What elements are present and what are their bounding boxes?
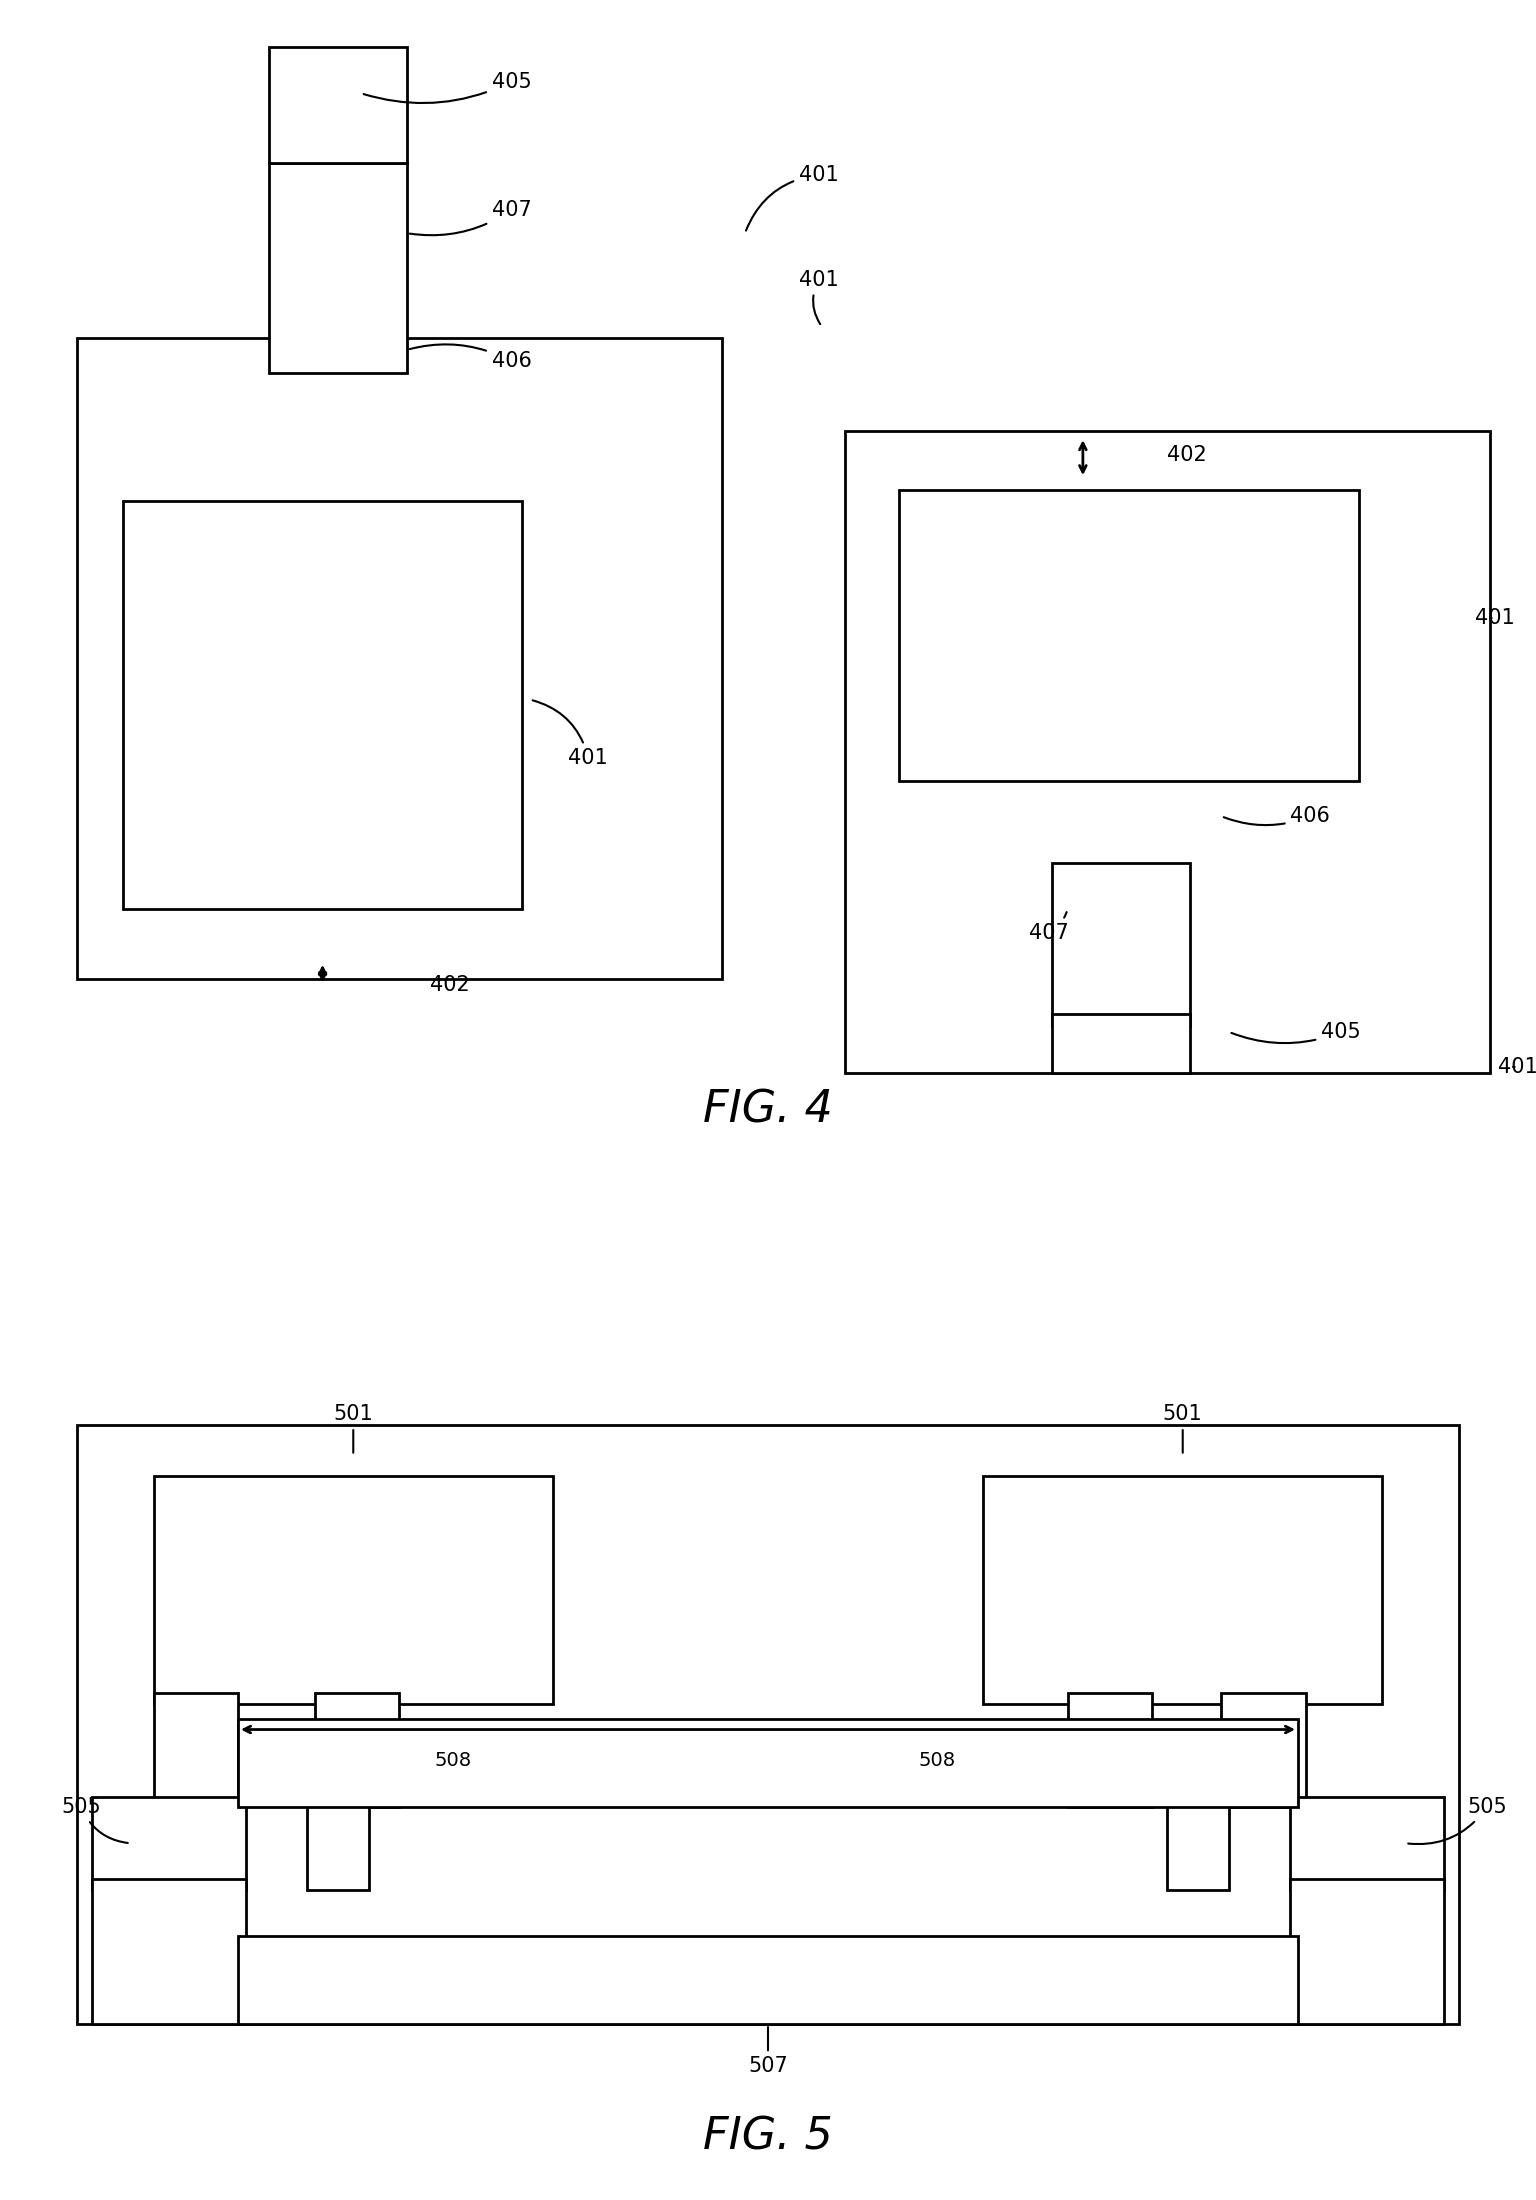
Text: 401: 401 <box>533 700 608 768</box>
Bar <box>307 1797 369 1890</box>
Bar <box>269 163 407 374</box>
Bar <box>238 1936 1298 2024</box>
Bar <box>899 491 1359 781</box>
Bar <box>1052 862 1190 1025</box>
Text: 507: 507 <box>748 2026 788 2077</box>
Bar <box>77 339 722 979</box>
Text: 401: 401 <box>1475 607 1514 627</box>
Text: 401: 401 <box>1498 1056 1536 1076</box>
Bar <box>983 1476 1382 1703</box>
Bar <box>1221 1694 1306 1806</box>
Text: 407: 407 <box>410 200 531 235</box>
Bar <box>154 1694 238 1806</box>
Text: 505: 505 <box>1409 1797 1507 1844</box>
Bar <box>1068 1694 1152 1806</box>
Text: 402: 402 <box>430 975 470 994</box>
Text: FIG. 4: FIG. 4 <box>703 1089 833 1131</box>
Text: 501: 501 <box>333 1404 373 1452</box>
Bar <box>238 1718 1298 1806</box>
Text: 407: 407 <box>1029 913 1069 944</box>
Bar <box>123 502 522 909</box>
Bar <box>1167 1797 1229 1890</box>
Bar <box>92 1797 246 1890</box>
Text: 401: 401 <box>799 271 839 323</box>
Text: 406: 406 <box>1224 805 1330 827</box>
Text: 405: 405 <box>364 73 531 103</box>
Bar <box>1290 1797 1444 1890</box>
Bar <box>269 46 407 163</box>
Text: 508: 508 <box>435 1751 472 1771</box>
Text: 402: 402 <box>1167 444 1207 464</box>
Bar <box>1290 1879 1444 2024</box>
Text: FIG. 5: FIG. 5 <box>703 2116 833 2158</box>
Bar <box>315 1694 399 1806</box>
Bar <box>1052 1014 1190 1074</box>
Bar <box>845 431 1490 1074</box>
Bar <box>77 1426 1459 2024</box>
Text: 405: 405 <box>1232 1023 1361 1043</box>
Bar <box>92 1879 246 2024</box>
Text: 508: 508 <box>919 1751 955 1771</box>
Text: 401: 401 <box>746 165 839 231</box>
Text: 505: 505 <box>61 1797 127 1844</box>
Text: 406: 406 <box>410 345 531 372</box>
Text: 501: 501 <box>1163 1404 1203 1452</box>
Bar <box>154 1476 553 1703</box>
